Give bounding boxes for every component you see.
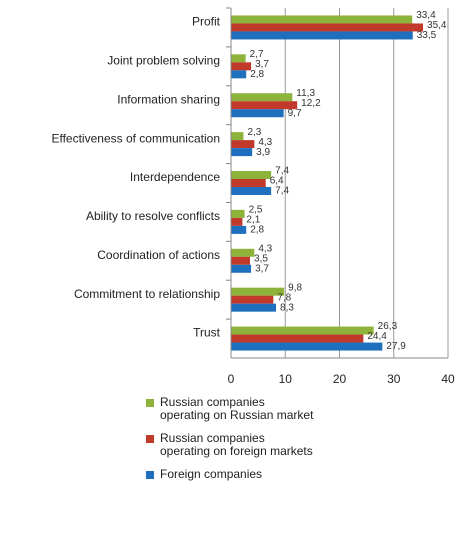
value-label: 2,5 xyxy=(249,205,263,216)
legend-label: Foreign companies xyxy=(160,467,263,481)
bar xyxy=(231,287,285,296)
y-tick-label: Effectiveness of communication xyxy=(51,131,220,145)
legend-label: Russian companies operating on foreign m… xyxy=(160,431,313,458)
value-label: 12,2 xyxy=(301,98,321,109)
value-label: 9,7 xyxy=(288,108,302,119)
value-label: 3,7 xyxy=(255,263,269,274)
bar xyxy=(231,62,252,71)
value-label: 2,1 xyxy=(246,215,260,226)
legend-label: Russian companies operating on Russian m… xyxy=(160,395,314,422)
y-tick-label: Ability to resolve conflicts xyxy=(86,209,220,223)
bar xyxy=(231,70,247,79)
value-label: 27,9 xyxy=(386,341,406,352)
value-label: 2,3 xyxy=(247,127,261,138)
y-tick-label: Information sharing xyxy=(117,92,220,106)
value-label: 26,3 xyxy=(378,321,398,332)
bar xyxy=(231,264,252,273)
legend-swatch xyxy=(146,399,154,407)
bar xyxy=(231,334,364,343)
value-label: 33,5 xyxy=(417,30,437,41)
bar xyxy=(231,23,424,32)
x-tick-label: 10 xyxy=(279,372,293,386)
value-label: 35,4 xyxy=(427,20,447,31)
legend-swatch xyxy=(146,435,154,443)
value-label: 33,4 xyxy=(416,10,436,21)
y-tick-label: Coordination of actions xyxy=(97,248,220,262)
bar xyxy=(231,132,244,141)
chart: 0 10 20 30 40 Profit 33,435,433,5 Joint problem… xyxy=(51,7,455,386)
bar xyxy=(231,109,284,118)
legend-entry: Foreign companies xyxy=(146,468,316,481)
x-tick-label: 40 xyxy=(441,372,455,386)
bar xyxy=(231,31,413,40)
bar xyxy=(231,54,246,63)
y-tick-label: Trust xyxy=(193,326,221,340)
bar xyxy=(231,217,243,226)
value-label: 8,3 xyxy=(280,302,294,313)
x-tick-label: 30 xyxy=(387,372,401,386)
value-label: 3,7 xyxy=(255,59,269,70)
value-label: 24,4 xyxy=(367,331,387,342)
value-label: 7,4 xyxy=(275,166,289,177)
value-label: 7,4 xyxy=(275,186,289,197)
value-label: 9,8 xyxy=(288,282,302,293)
y-tick-label: Profit xyxy=(192,15,221,29)
legend-entry: Russian companies operating on Russian m… xyxy=(146,396,316,422)
y-tick-label: Interdependence xyxy=(130,170,220,184)
x-tick-label: 20 xyxy=(333,372,347,386)
value-label: 3,5 xyxy=(254,253,268,264)
bar xyxy=(231,303,277,312)
legend: Russian companies operating on Russian m… xyxy=(146,396,316,491)
legend-swatch xyxy=(146,471,154,479)
bar xyxy=(231,148,253,157)
bar xyxy=(231,295,274,304)
y-tick-label: Commitment to relationship xyxy=(74,287,220,301)
value-label: 2,7 xyxy=(250,49,264,60)
value-label: 6,4 xyxy=(270,176,284,187)
bar xyxy=(231,171,272,179)
bar xyxy=(231,225,247,234)
bar xyxy=(231,342,383,351)
x-tick-label: 0 xyxy=(228,372,235,386)
bar xyxy=(231,93,293,102)
bar xyxy=(231,248,255,257)
value-label: 4,3 xyxy=(258,243,272,254)
value-label: 4,3 xyxy=(258,137,272,148)
legend-entry: Russian companies operating on foreign m… xyxy=(146,432,316,458)
bar xyxy=(231,179,266,187)
bar xyxy=(231,209,245,218)
bar xyxy=(231,187,272,195)
bar xyxy=(231,15,413,24)
value-label: 2,8 xyxy=(250,69,264,80)
bar xyxy=(231,256,250,265)
bar xyxy=(231,326,374,335)
value-label: 2,8 xyxy=(250,225,264,236)
bar xyxy=(231,101,298,110)
value-label: 7,8 xyxy=(277,292,291,303)
value-label: 11,3 xyxy=(296,88,315,99)
value-label: 3,9 xyxy=(256,147,270,158)
bar xyxy=(231,140,255,149)
y-tick-label: Joint problem solving xyxy=(107,54,220,68)
